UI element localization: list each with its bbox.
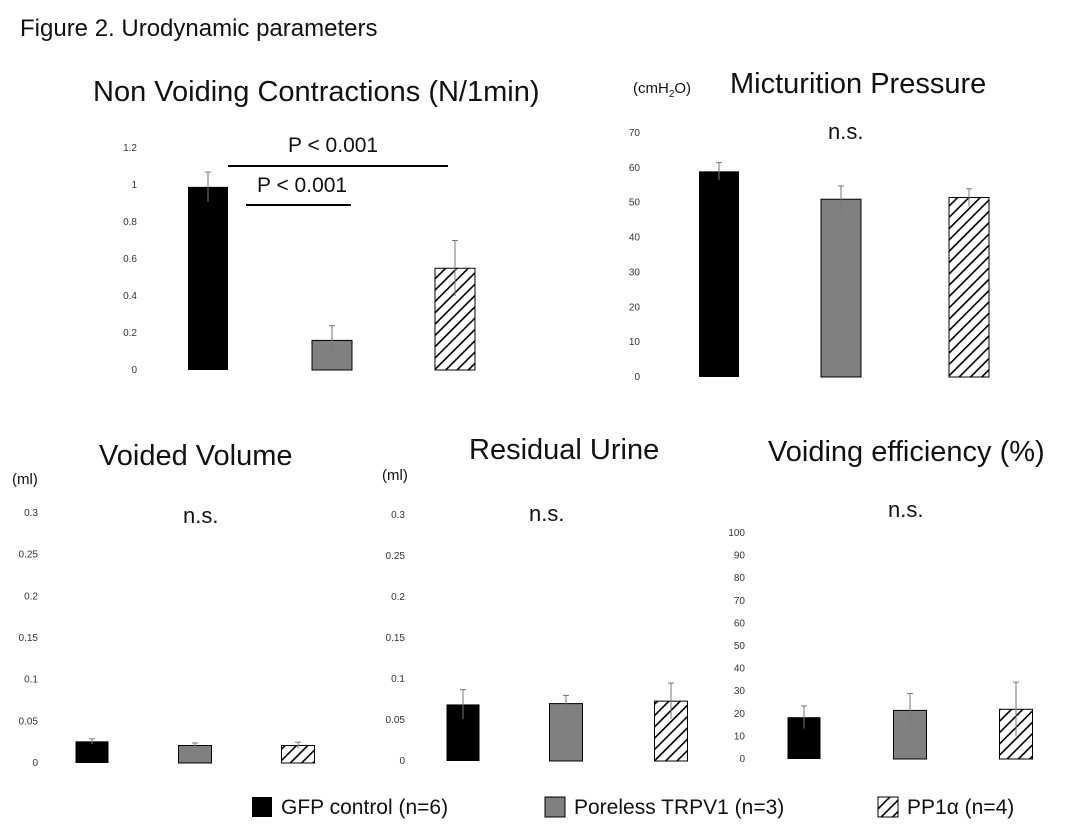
- chart-title: Non Voiding Contractions (N/1min): [93, 76, 539, 108]
- significance-label: n.s.: [888, 497, 923, 522]
- y-unit-label: (ml): [382, 467, 408, 484]
- bar-series: [699, 162, 990, 378]
- y-tick-label: 0.05: [19, 716, 39, 727]
- y-tick-label: 0: [131, 365, 137, 376]
- y-tick-label: 0: [32, 758, 38, 769]
- y-tick-label: 90: [734, 551, 746, 562]
- y-tick-label: 0.05: [386, 715, 406, 726]
- y-tick-label: 50: [629, 198, 641, 209]
- bar-series: [446, 682, 688, 762]
- y-tick-label: 30: [734, 686, 746, 697]
- chart-title: Voided Volume: [99, 440, 292, 472]
- y-tick-label: 0: [739, 754, 745, 765]
- chart-title: Voiding efficiency (%): [768, 436, 1045, 468]
- bar-series: [75, 738, 315, 764]
- y-tick-label: 80: [734, 573, 746, 584]
- figure-title: Figure 2. Urodynamic parameters: [20, 15, 377, 42]
- p-value-label: P < 0.001: [257, 174, 347, 197]
- y-tick-label: 0: [399, 756, 405, 767]
- bar-poreless-trpv1: [820, 198, 862, 378]
- bar-poreless-trpv1: [549, 703, 583, 762]
- y-tick-label: 0.1: [24, 675, 38, 686]
- significance-label: n.s.: [183, 503, 218, 528]
- bar-gfp-control: [188, 186, 228, 370]
- y-tick-label: 40: [734, 664, 746, 675]
- y-tick-label: 20: [734, 709, 746, 720]
- legend-label: PP1α (n=4): [907, 796, 1014, 819]
- significance-label: n.s.: [828, 119, 863, 144]
- y-axis-ticks: 0 10 20 30 40 50 60 70: [629, 128, 641, 383]
- y-axis-ticks: 0 0.2 0.4 0.6 0.8 1 1.2: [123, 143, 137, 376]
- y-tick-label: 0.25: [19, 550, 39, 561]
- y-tick-label: 0.1: [391, 674, 405, 685]
- y-tick-label: 0.2: [24, 591, 38, 602]
- y-tick-label: 0.3: [391, 510, 405, 521]
- y-tick-label: 0: [634, 372, 640, 383]
- chart-title: Residual Urine: [469, 434, 659, 466]
- legend-label: Poreless TRPV1 (n=3): [574, 796, 784, 819]
- p-value-label: P < 0.001: [288, 134, 378, 157]
- y-unit-label: (cmH2O): [633, 80, 691, 100]
- y-tick-label: 30: [629, 267, 641, 278]
- y-tick-label: 0.25: [386, 551, 406, 562]
- chart-residual-urine: (ml) Residual Urine n.s. 0 0.05 0.1 0.15 0.2…: [382, 434, 688, 767]
- bar-pp1a: [948, 196, 990, 378]
- y-tick-label: 1: [131, 180, 137, 191]
- y-tick-label: 0.8: [123, 217, 137, 228]
- bar-series: [787, 681, 1033, 760]
- bar-poreless-trpv1: [178, 745, 212, 764]
- legend-swatch-gfp: [252, 797, 272, 817]
- y-tick-label: 0.6: [123, 254, 137, 265]
- y-tick-label: 60: [629, 163, 641, 174]
- y-tick-label: 0.15: [386, 633, 406, 644]
- y-tick-label: 10: [629, 337, 641, 348]
- y-tick-label: 0.2: [391, 592, 405, 603]
- y-tick-label: 60: [734, 618, 746, 629]
- bar-series: [188, 171, 476, 371]
- y-tick-label: 50: [734, 641, 746, 652]
- y-tick-label: 20: [629, 302, 641, 313]
- significance-label: n.s.: [529, 501, 564, 526]
- y-tick-label: 0.3: [24, 508, 38, 519]
- y-tick-label: 100: [728, 528, 745, 539]
- chart-non-voiding-contractions: Non Voiding Contractions (N/1min) 0 0.2 0.…: [93, 76, 539, 376]
- y-tick-label: 70: [734, 596, 746, 607]
- y-axis-ticks: 0 0.05 0.1 0.15 0.2 0.25 0.3: [386, 510, 406, 767]
- chart-micturition-pressure: (cmH2O) Micturition Pressure n.s. 0 10 20 3…: [629, 68, 990, 383]
- y-unit-label: (ml): [12, 471, 38, 488]
- chart-voiding-efficiency: Voiding efficiency (%) n.s. 0 10 20 30 40 50 6…: [728, 436, 1044, 765]
- y-tick-label: 40: [629, 233, 641, 244]
- y-tick-label: 70: [629, 128, 641, 139]
- y-tick-label: 0.4: [123, 291, 137, 302]
- y-tick-label: 10: [734, 731, 746, 742]
- y-axis-ticks: 0 10 20 30 40 50 60 70 80 90 100: [728, 528, 745, 765]
- bar-gfp-control: [699, 171, 739, 377]
- y-tick-label: 1.2: [123, 143, 137, 154]
- legend-swatch-poreless: [544, 796, 566, 818]
- chart-voided-volume: (ml) Voided Volume n.s. 00.050.10.150.20…: [12, 440, 315, 769]
- legend-swatch-pp1a: [877, 796, 899, 818]
- y-axis-ticks: 0 0.05 0.1 0.15 0.2 0.25 0.3: [19, 508, 39, 769]
- chart-title: Micturition Pressure: [730, 68, 986, 100]
- y-tick-label: 0.15: [19, 633, 39, 644]
- y-tick-label: 0.2: [123, 328, 137, 339]
- bar-gfp-control: [75, 741, 109, 763]
- legend-label: GFP control (n=6): [281, 796, 448, 819]
- legend: GFP control (n=6) Poreless TRPV1 (n=3) P…: [252, 796, 1014, 819]
